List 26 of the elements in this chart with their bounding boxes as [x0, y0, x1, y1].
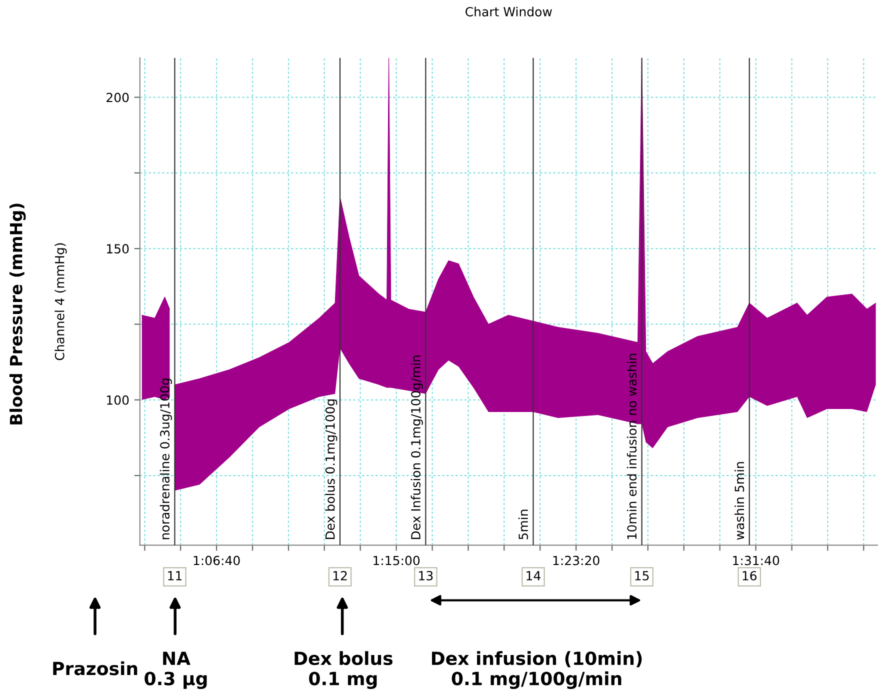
text: 15	[635, 571, 649, 580]
y-tick-label: 100	[107, 395, 129, 405]
x-tick-label: 1:23:20	[553, 556, 600, 566]
y-tick-label: 200	[106, 92, 129, 102]
ref-line-label: 5min	[518, 510, 528, 540]
text: Dex infusion (10min) 0.1 mg/100g/min	[432, 651, 642, 689]
text: Dex bolus 0.1 mg	[294, 651, 392, 689]
ref-line-label: noradrenaline 0.3ug/100g	[160, 378, 172, 540]
ref-line-label: Dex Infusion 0.1mg/100g/min	[410, 356, 423, 540]
text: NA 0.3 µg	[144, 652, 207, 689]
chart-title: Chart Window	[466, 6, 552, 16]
text: 12	[333, 570, 347, 580]
x-tick-label: 1:31:40	[733, 556, 780, 566]
ref-line-label: 10min end infusion no washin	[626, 354, 637, 539]
text: 11	[168, 571, 182, 580]
ref-line-label: washin 5min	[734, 462, 744, 540]
y-tick-label: 150	[107, 244, 129, 254]
x-tick-label: 1:15:00	[374, 556, 420, 566]
text: 16	[742, 570, 757, 580]
text: 14	[526, 571, 540, 580]
text: Blood Pressure (mmHg)	[9, 204, 26, 424]
text: 13	[419, 570, 433, 580]
x-tick-label: 1:06:40	[194, 556, 240, 566]
text: Prazosin	[53, 661, 138, 676]
ref-line-label: Dex bolus 0.1mg/100g	[325, 399, 338, 540]
y-axis-title: Channel 4 (mmHg)	[54, 243, 67, 360]
